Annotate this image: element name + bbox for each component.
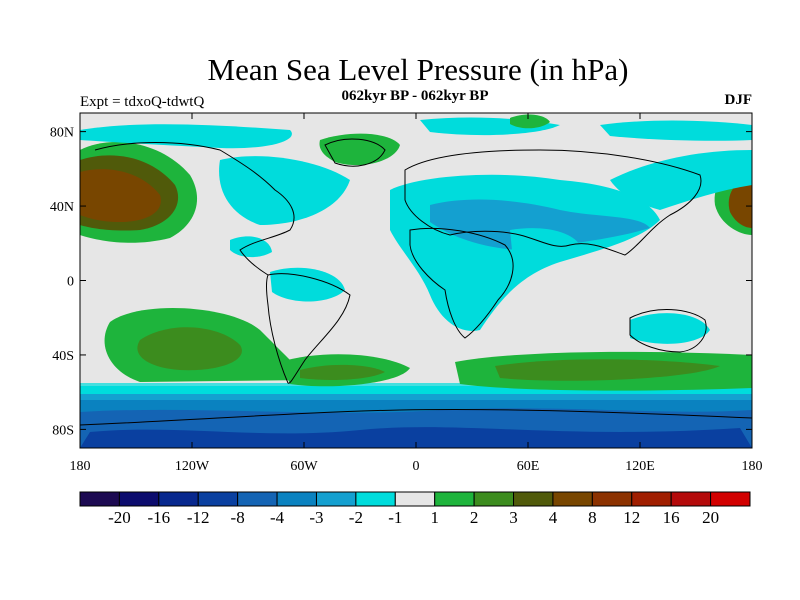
colorbar-label: 1 — [430, 508, 439, 527]
colorbar-label: -1 — [388, 508, 402, 527]
colorbar-swatch — [670, 491, 712, 507]
colorbar-label: -4 — [270, 508, 285, 527]
australia-coast — [629, 309, 707, 353]
map-subtitle: 062kyr BP - 062kyr BP — [341, 88, 489, 104]
colorbar: -20 -16 -12 -8 -4 -3 -2 -1 1 2 3 4 8 12 16 20 — [79, 491, 751, 527]
lon-tick-label: 0 — [413, 459, 420, 474]
colorbar-swatch — [710, 491, 751, 507]
lat-tick-label: 80S — [52, 423, 74, 438]
colorbar-swatch — [355, 491, 396, 507]
lon-tick-label: 180 — [742, 459, 763, 474]
colorbar-swatch — [276, 491, 317, 507]
map-title: Mean Sea Level Pressure (in hPa) — [207, 52, 629, 87]
colorbar-label: -2 — [349, 508, 363, 527]
colorbar-swatch — [118, 491, 160, 507]
colorbar-label: 20 — [702, 508, 719, 527]
colorbar-swatch — [315, 491, 357, 507]
colorbar-label: 4 — [549, 508, 558, 527]
colorbar-swatch — [552, 491, 593, 507]
lat-tick-label: 40N — [50, 200, 74, 215]
lat-tick-label: 40S — [52, 349, 74, 364]
north-america-coast — [94, 142, 295, 276]
antarctica-coast — [80, 408, 752, 426]
colorbar-swatch — [158, 491, 199, 507]
lon-tick-label: 60W — [290, 459, 318, 474]
colorbar-swatch — [237, 491, 278, 507]
eurasia-coast — [404, 149, 702, 256]
lon-tick-label: 120W — [175, 459, 210, 474]
colorbar-swatch — [79, 491, 120, 507]
lon-tick-label: 60E — [517, 459, 540, 474]
lon-tick-label: 120E — [625, 459, 655, 474]
negative-anomaly-regions — [80, 117, 752, 344]
colorbar-swatch — [631, 491, 672, 507]
colorbar-label: -8 — [231, 508, 245, 527]
colorbar-label: 3 — [509, 508, 518, 527]
south-america-coast — [266, 273, 351, 384]
colorbar-swatch — [394, 491, 436, 507]
colorbar-swatch — [513, 491, 554, 507]
greenland-coast — [324, 138, 386, 167]
latitude-axis: 80N 40N 0 40S 80S — [50, 126, 752, 438]
north-pacific-high-anomaly — [80, 142, 752, 243]
south-pacific-high-anomaly — [104, 308, 410, 387]
coastlines — [80, 138, 752, 426]
map-panel — [80, 113, 752, 448]
colorbar-label: 2 — [470, 508, 479, 527]
colorbar-label: -3 — [309, 508, 323, 527]
lon-tick-label: 180 — [70, 459, 91, 474]
colorbar-label: 16 — [663, 508, 680, 527]
colorbar-label: -16 — [147, 508, 170, 527]
lat-tick-label: 0 — [67, 275, 74, 290]
south-indian-high-anomaly — [455, 351, 752, 391]
lat-tick-label: 80N — [50, 126, 74, 141]
colorbar-swatch — [434, 491, 475, 507]
colorbar-swatch — [473, 491, 515, 507]
colorbar-swatch — [197, 491, 239, 507]
colorbar-label: -12 — [187, 508, 210, 527]
colorbar-label: -20 — [108, 508, 131, 527]
experiment-label: Expt = tdxoQ-tdwtQ — [80, 94, 205, 110]
longitude-axis: 180 120W 60W 0 60E 120E 180 — [70, 113, 763, 474]
africa-coast — [409, 227, 514, 339]
colorbar-label: 12 — [623, 508, 640, 527]
colorbar-label: 8 — [588, 508, 597, 527]
colorbar-swatch — [591, 491, 633, 507]
season-label: DJF — [724, 92, 753, 108]
southern-ocean-anomaly — [80, 383, 752, 448]
